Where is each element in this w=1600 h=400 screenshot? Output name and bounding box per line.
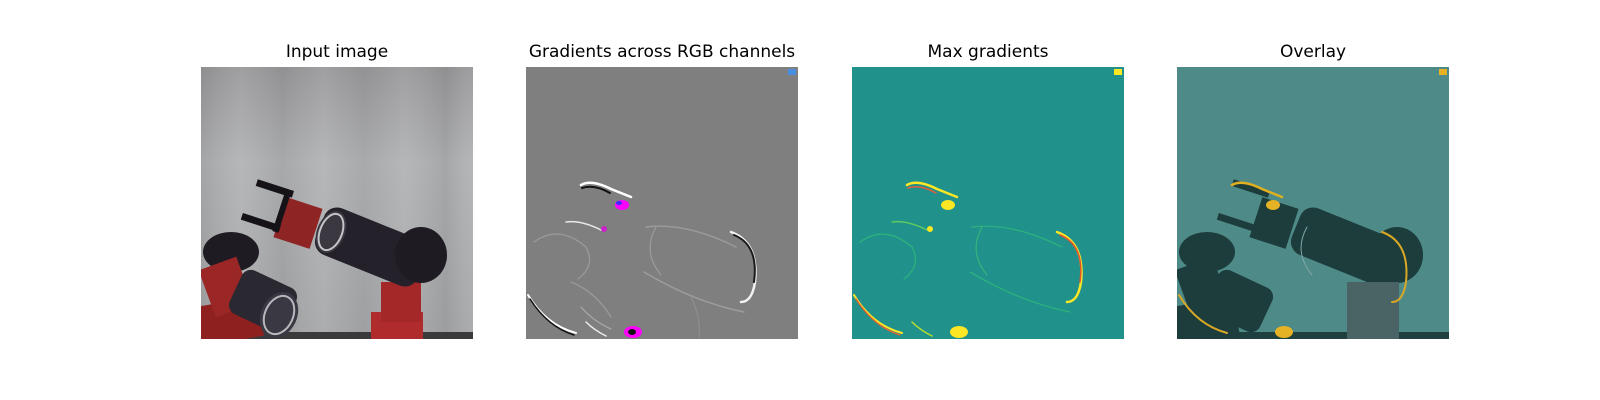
panel-rgb-gradients: Gradients across RGB channels [526,0,798,400]
robot-arm-left [201,232,299,339]
robot-arm-gripper [240,179,447,339]
rgb-gradients-image [526,67,798,339]
panel-max-gradients: Max gradients [852,0,1124,400]
input-image [201,67,473,339]
panel-title: Overlay [1279,42,1347,62]
panel-title: Gradients across RGB channels [528,42,796,62]
max-gradients-image [852,67,1124,339]
overlay-image [1177,67,1449,339]
panel-input-image: Input image [201,0,473,400]
panel-title: Input image [285,42,389,62]
panel-overlay: Overlay [1177,0,1449,400]
panel-title: Max gradients [927,42,1049,62]
